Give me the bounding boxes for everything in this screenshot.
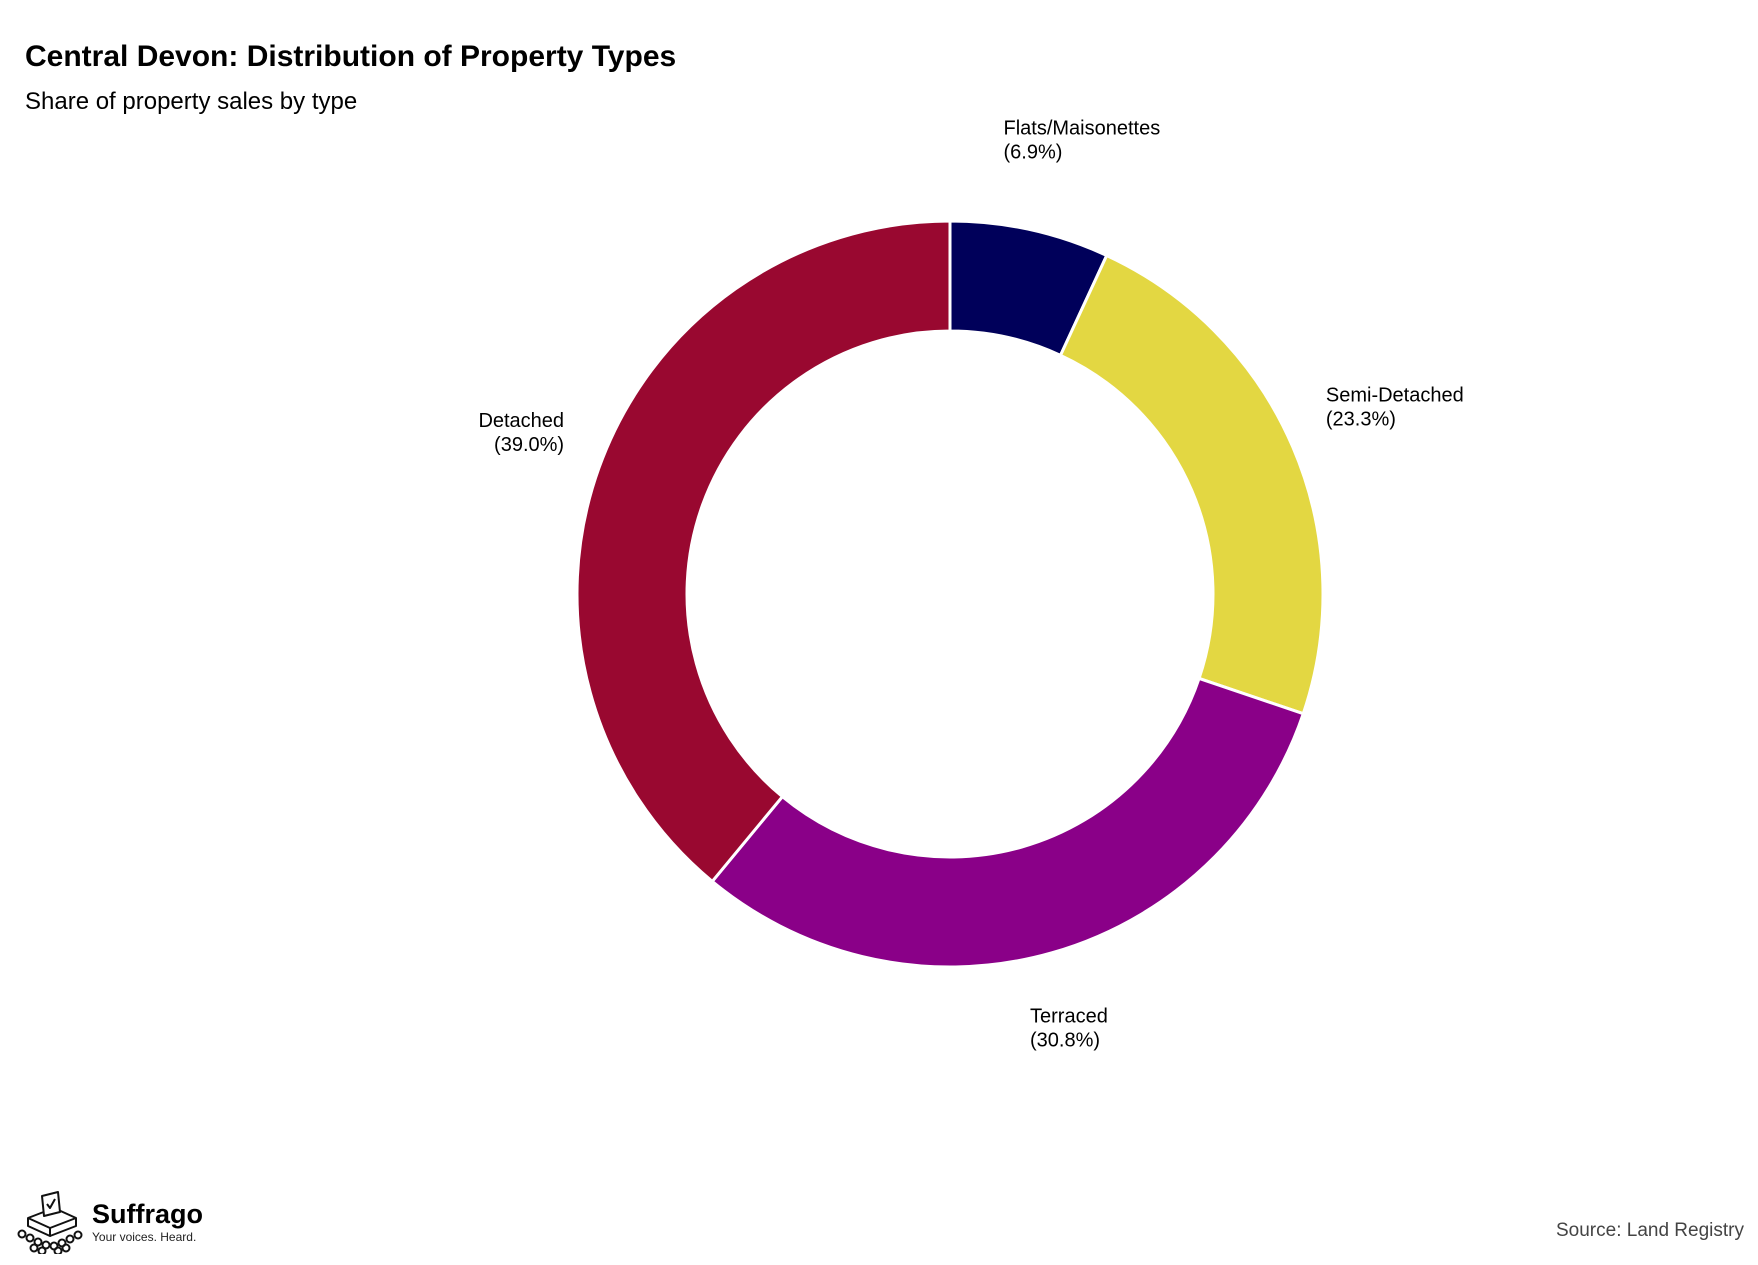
- logo-tagline: Your voices. Heard.: [92, 1230, 197, 1244]
- slice-label-semi-detached: Semi-Detached: [1326, 384, 1464, 406]
- logo-name: Suffrago: [92, 1199, 203, 1229]
- slice-semi-detached: [1058, 253, 1325, 716]
- chart-subtitle: Share of property sales by type: [25, 88, 358, 115]
- slice-label-terraced: Terraced: [1030, 1006, 1108, 1028]
- slice-label-detached: Detached: [478, 410, 564, 432]
- slice-value-semi-detached: (23.3%): [1326, 408, 1396, 430]
- ballot-box-icon: [17, 1191, 83, 1254]
- chart-title: Central Devon: Distribution of Property …: [25, 40, 677, 73]
- donut-slices: [575, 219, 1325, 969]
- slice-value-terraced: (30.8%): [1030, 1030, 1100, 1052]
- slice-detached: [575, 219, 952, 884]
- source-note: Source: Land Registry: [1556, 1220, 1744, 1241]
- slice-label-flats-maisonettes: Flats/Maisonettes: [1004, 118, 1161, 140]
- slice-value-detached: (39.0%): [494, 434, 564, 456]
- slice-value-flats-maisonettes: (6.9%): [1004, 142, 1063, 164]
- slice-labels: Flats/Maisonettes(6.9%) Semi-Detached(23.…: [478, 118, 1463, 1052]
- slice-terraced: [710, 676, 1306, 969]
- suffrago-logo: Suffrago Your voices. Heard.: [14, 1190, 203, 1254]
